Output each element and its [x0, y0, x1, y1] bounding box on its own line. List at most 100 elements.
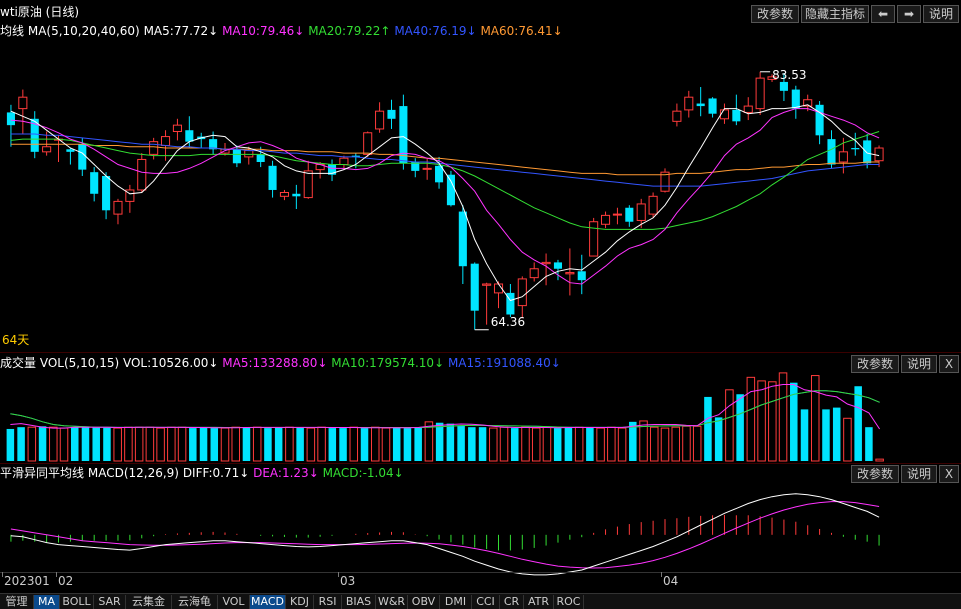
vol-close-icon[interactable]: X	[939, 355, 959, 373]
volume-bar	[704, 396, 712, 461]
volume-bar	[156, 427, 165, 462]
volume-bar	[274, 427, 283, 461]
candle-down	[625, 207, 634, 222]
candle-down	[863, 140, 872, 164]
volume-chart[interactable]	[0, 0, 961, 463]
candle-down	[696, 103, 705, 107]
candle-up	[565, 272, 575, 275]
tab-kdj[interactable]: KDJ	[286, 595, 314, 609]
volume-bar	[199, 427, 208, 461]
candle-up	[767, 76, 777, 80]
volume-bar	[531, 427, 541, 462]
macd-chart[interactable]	[0, 0, 961, 576]
candle-up	[612, 213, 622, 216]
divider	[0, 572, 961, 573]
tab-cci[interactable]: CCI	[472, 595, 500, 609]
vol-help-button[interactable]: 说明	[901, 355, 937, 373]
date-tick-label: 02	[58, 574, 74, 588]
ma10-line	[10, 108, 880, 285]
low-label: 64.36	[491, 315, 525, 329]
macd-close-icon[interactable]: X	[939, 465, 959, 483]
volume-bar	[586, 427, 594, 461]
hide-indicator-button[interactable]: 隐藏主指标	[801, 5, 869, 23]
ma5-line	[10, 104, 880, 302]
volume-bar	[81, 427, 90, 461]
volume-bar	[71, 427, 79, 461]
volume-bar	[800, 409, 809, 461]
tab-[interactable]: 云海龟	[172, 595, 218, 609]
candle-up	[517, 278, 527, 307]
vol-legend: 成交量 VOL(5,10,15) VOL:10526.00↓ MA5:13328…	[0, 354, 561, 372]
tab-ma[interactable]: MA	[34, 595, 60, 609]
volume-bar	[854, 386, 862, 461]
vol-label: 成交量	[0, 356, 37, 370]
candle-up	[589, 221, 599, 257]
volume-bar	[671, 426, 680, 462]
chart-title: wti原油 (日线)	[0, 5, 80, 19]
volume-bar	[629, 421, 637, 461]
tab-boll[interactable]: BOLL	[60, 595, 94, 609]
candle-up	[125, 189, 135, 202]
indicator-tab-bar: 管理 MA BOLL SAR 云集金 云海龟 VOL MACD KDJ RSI BIAS W&R OBV…	[0, 593, 961, 609]
candle-down	[256, 154, 265, 162]
candle-up	[137, 158, 147, 191]
volume-bar	[392, 427, 401, 461]
volume-bar	[328, 428, 337, 461]
params-button[interactable]: 改参数	[751, 5, 799, 23]
scroll-left-icon[interactable]: ⬅	[871, 5, 895, 23]
volume-bar	[242, 427, 251, 461]
scroll-right-icon[interactable]: ➡	[897, 5, 921, 23]
macd-params: MACD(12,26,9)	[87, 466, 179, 480]
tab-cr[interactable]: CR	[500, 595, 524, 609]
vol-value: VOL:10526.00↓	[122, 356, 219, 370]
candle-up	[672, 110, 682, 122]
candle-up	[684, 96, 694, 111]
tab-[interactable]: 管理	[0, 595, 34, 609]
divider	[0, 352, 961, 353]
price-chart[interactable]: 83.53 64.36	[0, 0, 961, 352]
volume-bar	[339, 428, 347, 461]
candle-down	[90, 172, 99, 194]
volume-bar	[189, 428, 197, 461]
candle-up	[113, 200, 123, 215]
help-button[interactable]: 说明	[923, 5, 959, 23]
macd-help-button[interactable]: 说明	[901, 465, 937, 483]
volume-bar	[778, 372, 788, 462]
volume-bar	[360, 428, 369, 461]
macd-params-button[interactable]: 改参数	[851, 465, 899, 483]
volume-bar	[746, 376, 756, 462]
date-tick-label: 03	[340, 574, 356, 588]
tab-vol[interactable]: VOL	[218, 595, 250, 609]
candle-down	[851, 148, 860, 150]
candle-up	[482, 283, 492, 286]
candle-up	[648, 195, 658, 215]
tab-roc[interactable]: ROC	[554, 595, 584, 609]
volume-bar	[296, 427, 304, 461]
tab-obv[interactable]: OBV	[408, 595, 440, 609]
tab-wr[interactable]: W&R	[376, 595, 408, 609]
tab-dmi[interactable]: DMI	[440, 595, 472, 609]
tab-sar[interactable]: SAR	[94, 595, 126, 609]
volume-bar	[617, 427, 627, 462]
vol-params-button[interactable]: 改参数	[851, 355, 899, 373]
high-label: 83.53	[772, 68, 806, 82]
volume-bar	[113, 427, 122, 462]
volume-bar	[596, 427, 605, 462]
tab-[interactable]: 云集金	[126, 595, 172, 609]
candle-down	[292, 193, 301, 197]
candle-down	[6, 112, 15, 126]
candle-up	[42, 146, 52, 153]
volume-bar	[403, 428, 412, 461]
date-tick	[338, 572, 339, 577]
candle-up	[660, 171, 670, 192]
days-label: 64天	[2, 333, 30, 347]
volume-bar	[768, 381, 777, 462]
tab-atr[interactable]: ATR	[524, 595, 554, 609]
tab-macd[interactable]: MACD	[250, 595, 286, 609]
volume-bar	[553, 428, 562, 461]
tab-bias[interactable]: BIAS	[342, 595, 376, 609]
candle-down	[435, 165, 444, 183]
tab-rsi[interactable]: RSI	[314, 595, 342, 609]
candle-down	[232, 149, 241, 164]
dea-line	[10, 501, 880, 569]
